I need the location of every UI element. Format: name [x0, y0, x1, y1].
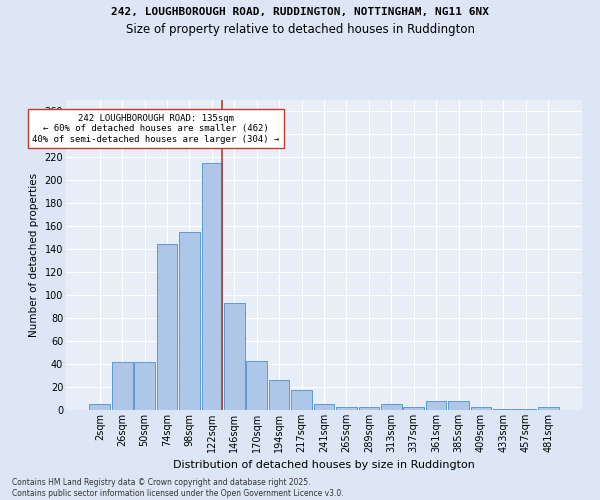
Text: 242, LOUGHBOROUGH ROAD, RUDDINGTON, NOTTINGHAM, NG11 6NX: 242, LOUGHBOROUGH ROAD, RUDDINGTON, NOTT… [111, 8, 489, 18]
Bar [247, 360, 267, 410]
Bar [448, 401, 469, 410]
Bar [112, 362, 133, 410]
Bar [336, 406, 357, 410]
Bar [515, 409, 536, 410]
Bar [179, 232, 200, 410]
Bar [291, 390, 312, 410]
Bar [538, 406, 559, 410]
Bar [403, 406, 424, 410]
Bar [470, 406, 491, 410]
Bar [157, 244, 178, 410]
Bar [314, 404, 334, 410]
Bar [89, 404, 110, 410]
Bar [224, 303, 245, 410]
Bar [359, 406, 379, 410]
Bar [202, 163, 222, 410]
Text: 242 LOUGHBOROUGH ROAD: 135sqm
← 60% of detached houses are smaller (462)
40% of : 242 LOUGHBOROUGH ROAD: 135sqm ← 60% of d… [32, 114, 280, 144]
Bar [134, 362, 155, 410]
Text: Contains HM Land Registry data © Crown copyright and database right 2025.
Contai: Contains HM Land Registry data © Crown c… [12, 478, 344, 498]
Bar [269, 380, 289, 410]
Bar [493, 409, 514, 410]
Bar [426, 401, 446, 410]
Text: Size of property relative to detached houses in Ruddington: Size of property relative to detached ho… [125, 22, 475, 36]
Bar [381, 404, 401, 410]
X-axis label: Distribution of detached houses by size in Ruddington: Distribution of detached houses by size … [173, 460, 475, 470]
Y-axis label: Number of detached properties: Number of detached properties [29, 173, 39, 337]
